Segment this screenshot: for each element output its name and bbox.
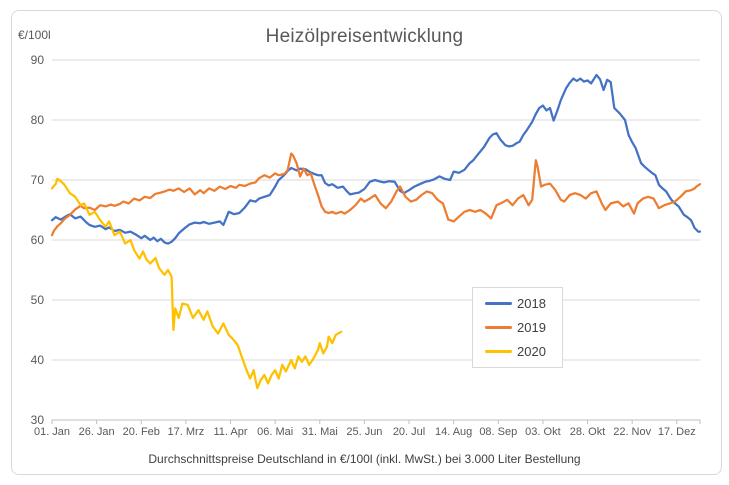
series-lines xyxy=(50,73,702,390)
chart-caption: Durchschnittspreise Deutschland in €/100… xyxy=(148,452,581,466)
chart-title: Heizölpreisentwicklung xyxy=(265,26,464,47)
x-tick-label-26. Jan: 26. Jan xyxy=(79,426,115,438)
legend-label-2019: 2019 xyxy=(517,319,546,335)
series-line-2018 xyxy=(50,73,702,245)
y-axis-tick-labels: 30 40 50 60 70 80 90 xyxy=(31,53,45,427)
y-tick-label-30: 30 xyxy=(31,413,45,427)
y-tick-label-70: 70 xyxy=(31,173,45,187)
x-tick-label-11. Apr: 11. Apr xyxy=(213,426,247,438)
x-tick-label-25. Jun: 25. Jun xyxy=(346,426,382,438)
x-tick-label-14. Aug: 14. Aug xyxy=(435,426,472,438)
y-tick-label-40: 40 xyxy=(31,353,45,367)
y-tick-label-60: 60 xyxy=(31,233,45,247)
legend-swatch-2019-line xyxy=(485,325,512,329)
x-tick-label-20. Feb: 20. Feb xyxy=(123,426,160,438)
y-tick-label-90: 90 xyxy=(31,53,45,67)
legend-item-2019: 2019 xyxy=(485,320,562,335)
x-tick-label-03. Okt: 03. Okt xyxy=(525,426,560,438)
x-tick-label-08. Sep: 08. Sep xyxy=(479,426,517,438)
legend-label-2020: 2020 xyxy=(517,343,546,359)
y-tick-label-80: 80 xyxy=(31,113,45,127)
chart-legend: 2018 2019 2020 xyxy=(472,287,563,368)
x-tick-label-28. Okt: 28. Okt xyxy=(570,426,605,438)
legend-item-2018: 2018 xyxy=(485,296,562,311)
x-axis-tick-labels: 01. Jan 26. Jan 20. Feb 17. Mrz 11. Apr 06. M… xyxy=(34,426,696,438)
y-axis-unit-label: €/100l xyxy=(18,28,51,42)
series-line-2019 xyxy=(50,152,702,237)
x-tick-label-31. Mai: 31. Mai xyxy=(302,426,338,438)
x-tick-label-20. Jul: 20. Jul xyxy=(393,426,425,438)
x-tick-label-06. Mai: 06. Mai xyxy=(257,426,293,438)
x-tick-label-01. Jan: 01. Jan xyxy=(34,426,70,438)
legend-swatch-2020-line xyxy=(485,349,512,353)
y-tick-label-50: 50 xyxy=(31,293,45,307)
x-tick-label-17. Mrz: 17. Mrz xyxy=(168,426,205,438)
legend-item-2020: 2020 xyxy=(485,344,562,359)
series-line-2020 xyxy=(50,177,343,390)
legend-label-2018: 2018 xyxy=(517,296,546,312)
legend-swatch-2018-line xyxy=(485,302,512,306)
x-axis-tick-marks xyxy=(51,420,701,424)
x-tick-label-22. Nov: 22. Nov xyxy=(613,426,651,438)
x-tick-label-17. Dez: 17. Dez xyxy=(658,426,696,438)
